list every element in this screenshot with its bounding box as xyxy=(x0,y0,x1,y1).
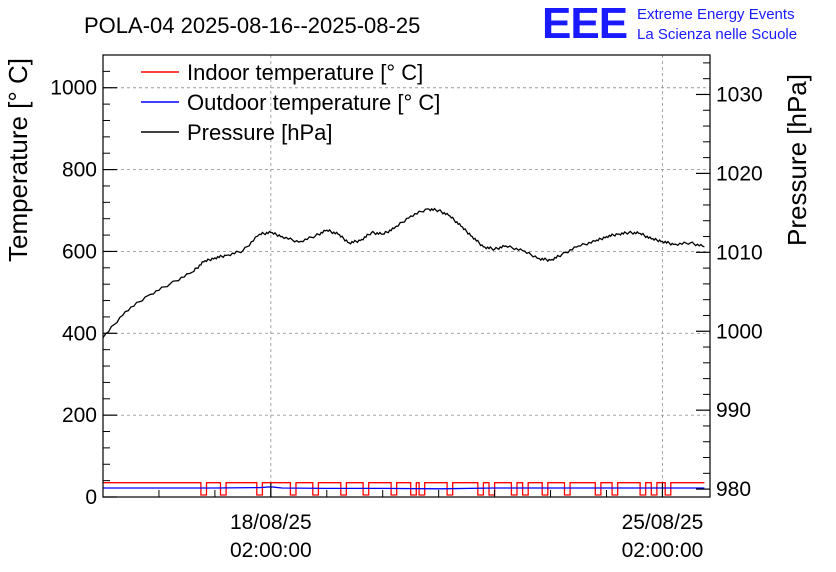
logo-line-1: Extreme Energy Events xyxy=(637,6,795,23)
legend-label-indoor: Indoor temperature [° C] xyxy=(187,60,423,85)
y-right-tick-label: 1030 xyxy=(716,83,763,106)
logo-line-2: La Scienza nelle Scuole xyxy=(637,26,797,43)
y-right-tick-label: 1020 xyxy=(716,162,763,185)
y-axis-label-left: Temperature [° C] xyxy=(3,58,33,262)
y-right-tick-label: 1000 xyxy=(716,320,763,343)
y-left-tick-label: 600 xyxy=(62,240,97,263)
y-left-tick-label: 1000 xyxy=(50,77,97,100)
y-right-tick-label: 1010 xyxy=(716,241,763,264)
legend-label-outdoor: Outdoor temperature [° C] xyxy=(187,90,440,115)
y-left-tick-label: 800 xyxy=(62,159,97,182)
series-outdoor-temperature xyxy=(103,486,705,490)
y-right-tick-label: 990 xyxy=(716,399,751,422)
x-tick-label-time: 02:00:00 xyxy=(622,539,704,562)
chart-title: POLA-04 2025-08-16--2025-08-25 xyxy=(84,13,420,38)
series-indoor-temperature xyxy=(103,482,705,496)
logo-mark: EEE xyxy=(542,0,627,48)
series-pressure xyxy=(102,207,705,338)
eee-logo: EEE Extreme Energy Events La Scienza nel… xyxy=(542,0,797,48)
axes: 0 200 400 600 800 1000 980 990 1000 1010 1020 1030 1… xyxy=(50,54,763,562)
y-axis-label-right: Pressure [hPa] xyxy=(782,74,812,246)
y-left-tick-label: 200 xyxy=(62,404,97,427)
x-tick-label-time: 02:00:00 xyxy=(230,539,312,562)
y-right-tick-label: 980 xyxy=(716,478,751,501)
grid xyxy=(103,55,710,497)
y-left-tick-label: 400 xyxy=(62,322,97,345)
y-left-tick-label: 0 xyxy=(85,486,97,509)
legend: Indoor temperature [° C] Outdoor tempera… xyxy=(141,60,440,145)
plot-frame xyxy=(102,54,711,498)
legend-label-pressure: Pressure [hPa] xyxy=(187,120,333,145)
x-tick-label-date: 18/08/25 xyxy=(230,511,312,534)
series-layer xyxy=(102,207,705,496)
x-tick-label-date: 25/08/25 xyxy=(622,511,704,534)
